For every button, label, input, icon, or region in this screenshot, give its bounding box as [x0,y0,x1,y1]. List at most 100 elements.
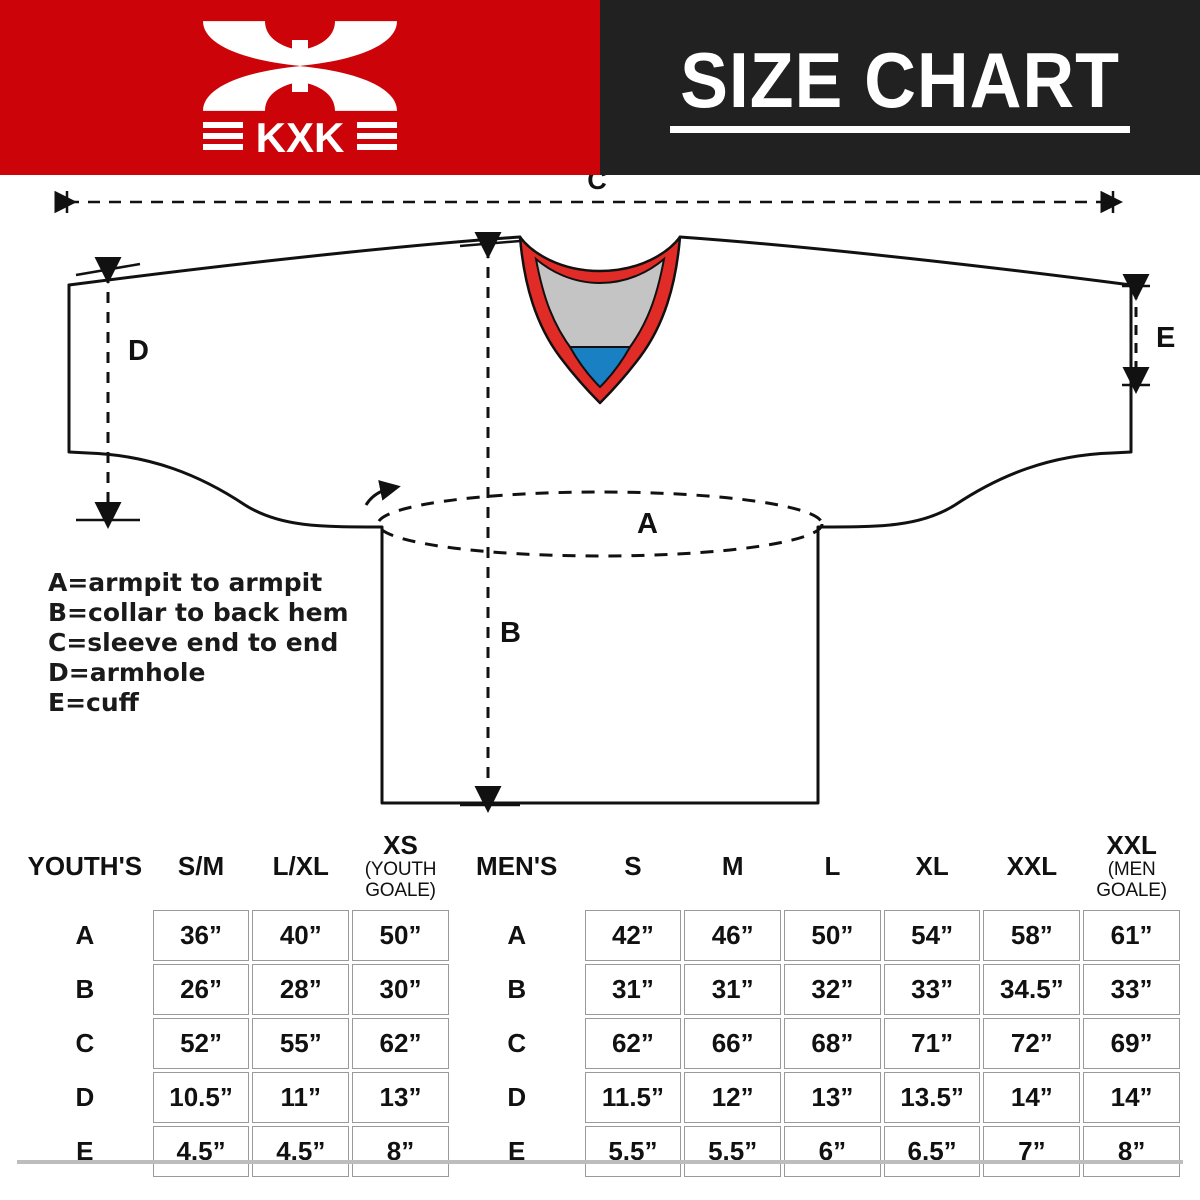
table-row: C 52” 55” 62” C 62” 66” 68” 71” 72” 69” [20,1018,1180,1069]
column-header-xxl: XXL [983,825,1081,907]
cell-value: 68” [784,1018,881,1069]
row-label-youth-e: E [20,1126,150,1177]
jersey-diagram: C D [0,175,1200,815]
column-header-label: XXL [1006,851,1058,881]
column-header-label: L [824,851,841,881]
cell-value: 61” [1083,910,1180,961]
dimension-e: E [1122,274,1175,394]
brand-wordmark: KXK [256,114,345,158]
column-header-youth-s: YOUTH'S [20,825,150,907]
row-label-mens-b: B [451,964,582,1015]
cell-value: 14” [1083,1072,1180,1123]
size-table-body: YOUTH'S S/M L/XL XS (YOUTH GOALE) MEN'S S M L XL XX… [20,825,1180,1177]
cell-value: 54” [883,910,981,961]
cell-value: 71” [883,1018,981,1069]
cell-value: 28” [252,964,350,1015]
column-header-sublabel: (MEN GOALE) [1096,859,1167,901]
column-header-label: L/XL [272,851,329,881]
column-header-label: MEN'S [476,851,558,881]
cell-value: 4.5” [252,1126,350,1177]
cell-value: 6.5” [883,1126,981,1177]
dimension-label-e: E [1156,322,1175,354]
legend-item-e: E=cuff [48,688,139,717]
cell-value: 58” [983,910,1081,961]
cell-value: 33” [883,964,981,1015]
table-row: E 4.5” 4.5” 8” E 5.5” 5.5” 6” 6.5” 7” 8” [20,1126,1180,1177]
title-panel: SIZE CHART [600,0,1200,175]
column-header-xl: XL [883,825,981,907]
cell-value: 42” [584,910,682,961]
jersey-outline [67,235,1133,805]
cell-value: 7” [983,1126,1081,1177]
cell-value: 30” [352,964,449,1015]
cell-value: 36” [152,910,250,961]
cell-value: 4.5” [152,1126,250,1177]
size-table: YOUTH'S S/M L/XL XS (YOUTH GOALE) MEN'S S M L XL XX… [17,822,1183,1180]
table-row: B 26” 28” 30” B 31” 31” 32” 33” 34.5” 33” [20,964,1180,1015]
column-header-sublabel: (YOUTH GOALE) [364,859,437,901]
page-title: SIZE CHART [680,36,1120,125]
cell-value: 40” [252,910,350,961]
dimension-b: B [459,232,521,813]
cell-value: 5.5” [684,1126,782,1177]
cell-value: 13” [352,1072,449,1123]
dimension-c: C [54,175,1123,214]
column-header-label: XS [383,830,418,860]
cell-value: 52” [152,1018,250,1069]
page-header: KXK SIZE CHART [0,0,1200,175]
cell-value: 69” [1083,1018,1180,1069]
column-header-label: XL [915,851,949,881]
dimension-label-a: A [637,508,658,540]
row-label-mens-e: E [451,1126,582,1177]
legend-item-d: D=armhole [48,658,206,687]
column-header-label: YOUTH'S [27,851,143,881]
jersey-technical-drawing: C D [54,175,1175,813]
cell-value: 14” [983,1072,1081,1123]
table-row: D 10.5” 11” 13” D 11.5” 12” 13” 13.5” 14” 14” [20,1072,1180,1123]
cell-value: 11.5” [584,1072,682,1123]
measurement-legend: A=armpit to armpit B=collar to back hem … [48,568,349,718]
column-header-s-m: S/M [152,825,250,907]
column-header-men-s: MEN'S [451,825,582,907]
cell-value: 50” [352,910,449,961]
cell-value: 55” [252,1018,350,1069]
column-header-label: S [624,851,642,881]
cell-value: 72” [983,1018,1081,1069]
cell-value: 50” [784,910,881,961]
row-label-youth-a: A [20,910,150,961]
column-header-l: L [784,825,881,907]
cell-value: 12” [684,1072,782,1123]
row-label-mens-d: D [451,1072,582,1123]
row-label-youth-c: C [20,1018,150,1069]
cell-value: 11” [252,1072,350,1123]
column-header-m: M [684,825,782,907]
column-header-label: S/M [177,851,225,881]
dimension-label-d: D [128,335,149,367]
cell-value: 66” [684,1018,782,1069]
row-label-youth-b: B [20,964,150,1015]
column-header-label: M [721,851,744,881]
cell-value: 62” [584,1018,682,1069]
column-header-xs: XS (YOUTH GOALE) [352,825,449,907]
cell-value: 10.5” [152,1072,250,1123]
dimension-label-c: C [587,175,607,195]
cell-value: 26” [152,964,250,1015]
cell-value: 62” [352,1018,449,1069]
jersey-collar [518,235,682,405]
row-label-mens-a: A [451,910,582,961]
row-label-mens-c: C [451,1018,582,1069]
dimension-a: A [364,480,824,558]
cell-value: 31” [584,964,682,1015]
column-header-xxl: XXL (MEN GOALE) [1083,825,1180,907]
table-bottom-rule [17,1160,1183,1164]
dimension-label-b: B [500,617,521,649]
cell-value: 5.5” [584,1126,682,1177]
cell-value: 46” [684,910,782,961]
legend-item-c: C=sleeve end to end [48,628,339,657]
column-header-l-xl: L/XL [252,825,350,907]
title-underline [670,125,1130,133]
cell-value: 8” [352,1126,449,1177]
cell-value: 33” [1083,964,1180,1015]
cell-value: 31” [684,964,782,1015]
cell-value: 13” [784,1072,881,1123]
